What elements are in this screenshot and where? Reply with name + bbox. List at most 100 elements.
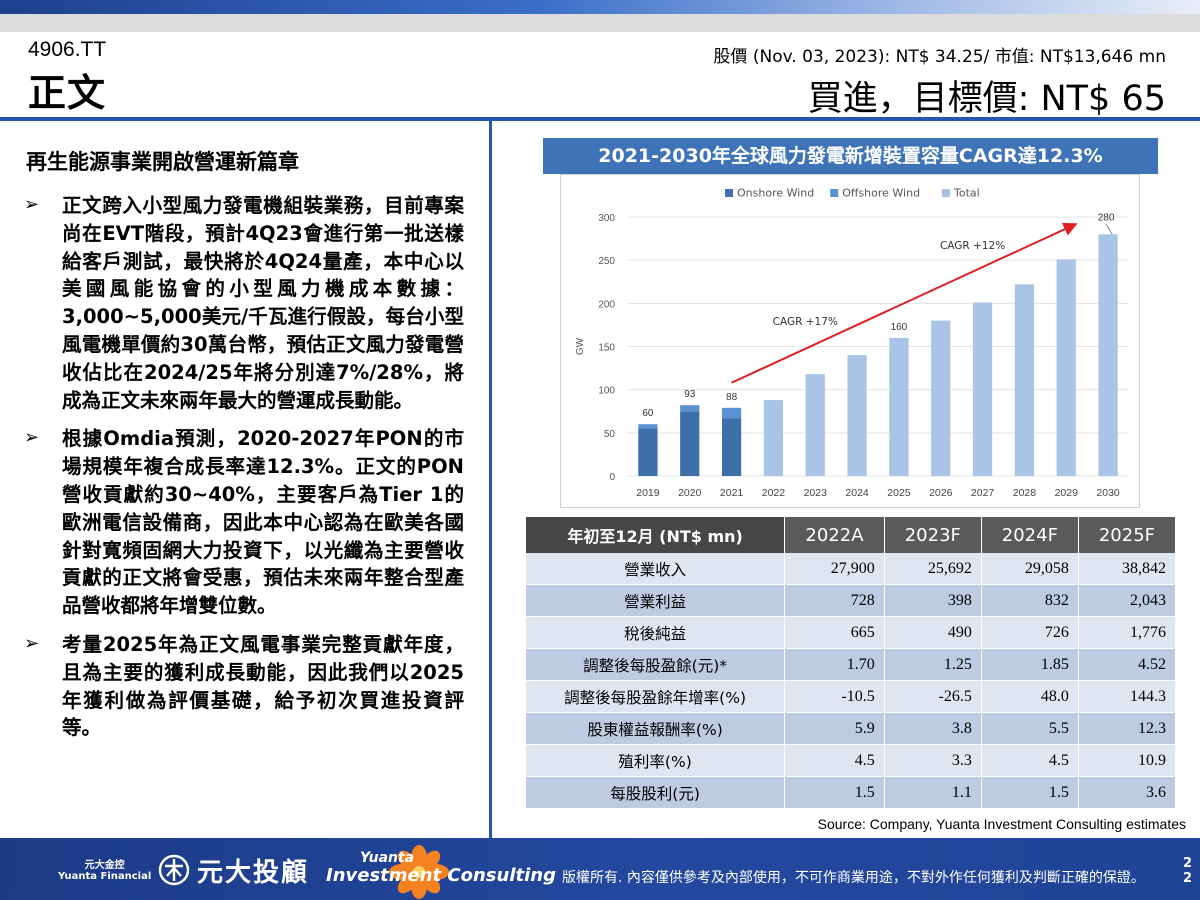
arrow-bullet-icon: ➢ bbox=[24, 632, 40, 654]
y-tick-label: 50 bbox=[604, 429, 616, 440]
y-tick-label: 0 bbox=[609, 472, 615, 483]
annotation: CAGR +12% bbox=[940, 240, 1005, 252]
bullet-list: ➢ 正文跨入小型風力發電機組裝業務，目前專案尚在EVT階段，預計4Q23會進行第… bbox=[24, 192, 464, 753]
row-value: 398 bbox=[884, 584, 982, 617]
y-tick-label: 200 bbox=[598, 299, 615, 310]
label-leader-line bbox=[1105, 224, 1113, 235]
header-divider bbox=[0, 117, 1200, 121]
row-value: 832 bbox=[981, 584, 1079, 617]
table-row: 每股股利(元) 1.5 1.1 1.5 3.6 bbox=[526, 776, 1177, 809]
row-value: 2,043 bbox=[1078, 584, 1177, 617]
row-label: 營業利益 bbox=[526, 584, 786, 617]
bar-total bbox=[889, 337, 909, 476]
top-gray-band bbox=[0, 14, 1200, 32]
table-row: 營業收入 27,900 25,692 29,058 38,842 bbox=[526, 553, 1177, 585]
y-tick-label: 150 bbox=[598, 343, 615, 354]
row-label: 營業收入 bbox=[526, 553, 786, 585]
row-value: 490 bbox=[884, 616, 982, 649]
row-label: 每股股利(元) bbox=[526, 776, 786, 809]
table-header-year: 2023F bbox=[884, 517, 982, 553]
row-value: 1.5 bbox=[784, 776, 885, 809]
row-value: 5.5 bbox=[981, 712, 1079, 745]
bar-total bbox=[1014, 284, 1035, 476]
table-row: 調整後每股盈餘年增率(%) -10.5 -26.5 48.0 144.3 bbox=[526, 680, 1177, 713]
data-label: 93 bbox=[684, 389, 696, 400]
chart-container: 0 50 100 150 200 250 300 GW 2019 2020 2021 2022 2023… bbox=[560, 174, 1140, 508]
row-value: 144.3 bbox=[1078, 680, 1177, 713]
row-value: -10.5 bbox=[784, 680, 885, 713]
logo-brand-en-bottom: Investment Consulting bbox=[326, 865, 556, 886]
annotation: CAGR +17% bbox=[773, 316, 838, 328]
table-row: 營業利益 728 398 832 2,043 bbox=[526, 584, 1177, 617]
legend-swatch bbox=[942, 189, 950, 197]
data-label: 280 bbox=[1098, 212, 1115, 223]
table-row: 稅後純益 665 490 726 1,776 bbox=[526, 616, 1177, 649]
price-marketcap-line: 股價 (Nov. 03, 2023): NT$ 34.25/ 市值: NT$13… bbox=[713, 47, 1166, 67]
bar-total bbox=[1098, 234, 1118, 476]
page-number: 22 bbox=[1183, 856, 1192, 886]
bar-total bbox=[847, 355, 867, 476]
row-value: 29,058 bbox=[981, 553, 1079, 585]
table-row: 股東權益報酬率(%) 5.9 3.8 5.5 12.3 bbox=[526, 712, 1177, 745]
data-label: 60 bbox=[642, 408, 654, 419]
table-row: 殖利率(%) 4.5 3.3 4.5 10.9 bbox=[526, 744, 1177, 777]
legend-label: Onshore Wind bbox=[737, 187, 814, 200]
data-label: 160 bbox=[891, 322, 908, 333]
x-tick-label: 2030 bbox=[1096, 487, 1120, 499]
row-value: 4.5 bbox=[784, 744, 885, 777]
row-value: 12.3 bbox=[1078, 712, 1177, 745]
bar-onshore-wind bbox=[638, 428, 658, 476]
row-label: 調整後每股盈餘(元)* bbox=[526, 648, 786, 681]
financial-summary-table: 年初至12月 (NT$ mn) 2022A 2023F 2024F 2025F … bbox=[526, 517, 1177, 809]
bar-onshore-wind bbox=[680, 411, 700, 476]
bar-total bbox=[805, 374, 825, 476]
legend-label: Offshore Wind bbox=[842, 187, 920, 200]
page-number-text: 22 bbox=[1183, 856, 1193, 886]
logo-brand-cn: 元大投顧 bbox=[197, 858, 310, 888]
table-header-year: 2024F bbox=[981, 517, 1079, 553]
bar-offshore-wind bbox=[680, 405, 700, 412]
bar-onshore-wind bbox=[721, 418, 742, 476]
x-tick-label: 2019 bbox=[636, 487, 660, 499]
bullet-item: ➢ 根據Omdia預測，2020-2027年PON的市場規模年複合成長率達12.… bbox=[24, 425, 464, 620]
table-row: 調整後每股盈餘(元)* 1.70 1.25 1.85 4.52 bbox=[526, 648, 1177, 681]
company-name: 正文 bbox=[28, 71, 107, 115]
row-value: 728 bbox=[784, 584, 885, 617]
table-body: 營業收入 27,900 25,692 29,058 38,842 營業利益 728 398 83… bbox=[526, 553, 1177, 809]
cagr-trend-arrow bbox=[731, 222, 1078, 384]
row-value: 3.3 bbox=[884, 744, 982, 777]
row-value: 3.6 bbox=[1078, 776, 1177, 809]
row-value: 4.5 bbox=[981, 744, 1079, 777]
row-value: 726 bbox=[981, 616, 1079, 649]
row-value: 10.9 bbox=[1078, 744, 1177, 777]
x-tick-label: 2026 bbox=[929, 487, 953, 499]
bar-offshore-wind bbox=[638, 424, 658, 429]
x-tick-label: 2024 bbox=[845, 487, 869, 499]
x-tick-label: 2029 bbox=[1055, 487, 1079, 499]
bullet-text: 考量2025年為正文風電事業完整貢獻年度，且為主要的獲利成長動能，因此我們以20… bbox=[62, 632, 464, 740]
x-tick-label: 2022 bbox=[762, 487, 786, 499]
x-tick-label: 2021 bbox=[720, 487, 744, 499]
arrow-bullet-icon: ➢ bbox=[24, 427, 40, 449]
x-tick-label: 2028 bbox=[1013, 487, 1037, 499]
x-tick-label: 2023 bbox=[804, 487, 828, 499]
bar-total bbox=[931, 320, 951, 476]
row-value: 5.9 bbox=[784, 712, 885, 745]
y-tick-label: 300 bbox=[598, 213, 615, 224]
footer-disclaimer: 版權所有. 內容僅供參考及內部使用，不可作商業用途，不對外作任何獲利及判斷正確的… bbox=[562, 870, 1145, 886]
legend-label: Total bbox=[953, 187, 980, 200]
x-tick-label: 2025 bbox=[887, 487, 911, 499]
bullet-text: 根據Omdia預測，2020-2027年PON的市場規模年複合成長率達12.3%… bbox=[62, 427, 464, 618]
row-value: 38,842 bbox=[1078, 553, 1177, 585]
yuanta-logo-icon bbox=[158, 854, 190, 886]
table-header-row: 年初至12月 (NT$ mn) 2022A 2023F 2024F 2025F bbox=[526, 517, 1177, 553]
y-tick-label: 100 bbox=[598, 386, 615, 397]
footer-bar: 元大金控 Yuanta Financial 元大投顧 Yuanta Invest… bbox=[0, 838, 1200, 900]
bar-total bbox=[763, 400, 784, 476]
row-value: 1.25 bbox=[884, 648, 982, 681]
bullet-text: 正文跨入小型風力發電機組裝業務，目前專案尚在EVT階段，預計4Q23會進行第一批… bbox=[62, 194, 464, 412]
arrow-bullet-icon: ➢ bbox=[24, 194, 40, 215]
bar-total bbox=[1056, 259, 1076, 476]
y-tick-label: 250 bbox=[598, 256, 615, 267]
row-value: 1.5 bbox=[981, 776, 1079, 809]
